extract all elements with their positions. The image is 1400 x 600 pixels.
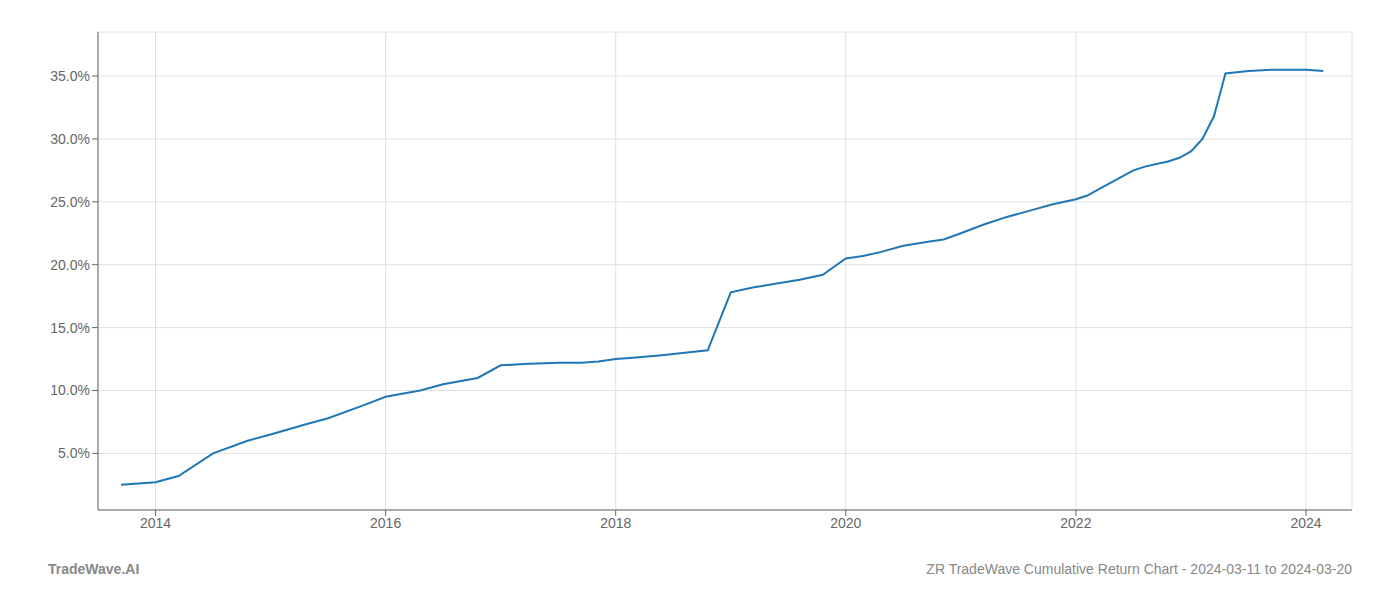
svg-text:2018: 2018 [600, 515, 631, 531]
svg-text:10.0%: 10.0% [50, 382, 90, 398]
svg-text:2024: 2024 [1290, 515, 1321, 531]
svg-text:25.0%: 25.0% [50, 194, 90, 210]
svg-text:2022: 2022 [1060, 515, 1091, 531]
html-text:TradeWave.AI: TradeWave.AI [48, 561, 140, 577]
svg-text:5.0%: 5.0% [58, 445, 90, 461]
html-text:ZR TradeWave Cumulative Return: ZR TradeWave Cumulative Return Chart - 2… [926, 561, 1352, 577]
svg-text:20.0%: 20.0% [50, 257, 90, 273]
svg-text:35.0%: 35.0% [50, 68, 90, 84]
svg-text:15.0%: 15.0% [50, 320, 90, 336]
svg-text:30.0%: 30.0% [50, 131, 90, 147]
svg-text:2014: 2014 [140, 515, 171, 531]
svg-text:2020: 2020 [830, 515, 861, 531]
svg-text:2016: 2016 [370, 515, 401, 531]
